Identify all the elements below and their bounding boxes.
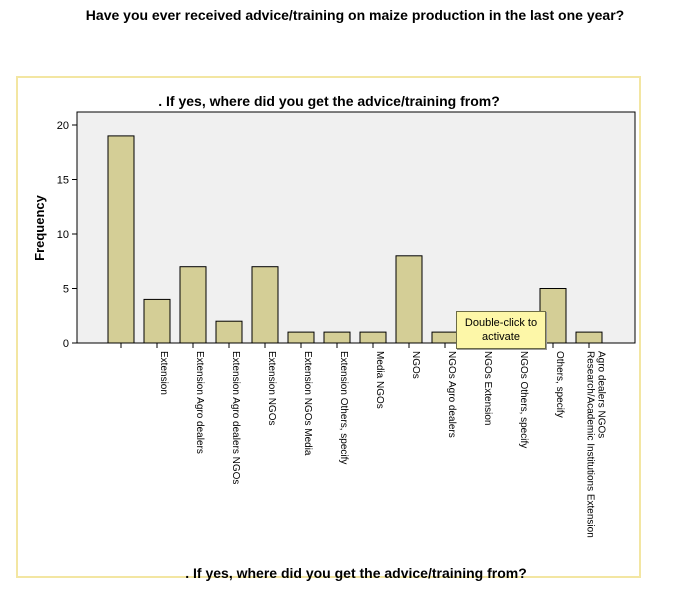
y-tick-label-4: 20	[57, 120, 69, 132]
chart-title: . If yes, where did you get the advice/t…	[158, 93, 500, 109]
bar-6	[323, 331, 351, 344]
x-tick-label-7: Media NGOs	[374, 351, 385, 409]
x-tick-label-13-0: Research/Academic Institutions Extension	[585, 351, 596, 538]
bar-9	[431, 331, 459, 344]
y-tick-label-1: 5	[63, 284, 69, 296]
page-title: Have you ever received advice/training o…	[85, 7, 625, 23]
x-tick-label-1: Extension	[158, 351, 169, 395]
x-tick-label-5: Extension NGOs Media	[302, 351, 313, 456]
bar-1	[143, 298, 171, 344]
y-axis-label: Frequency	[32, 194, 47, 261]
bar-0	[107, 135, 135, 344]
bar-5	[287, 331, 315, 344]
y-tick-label-0: 0	[63, 338, 69, 350]
x-tick-label-2: Extension Agro dealers	[194, 351, 205, 454]
activation-tooltip[interactable]: Double-click to activate	[456, 311, 546, 349]
x-tick-label-4: Extension NGOs	[266, 351, 277, 425]
bar-2	[179, 266, 207, 344]
tooltip-line-2: activate	[482, 331, 520, 343]
x-tick-label-6: Extension Others, specify	[338, 351, 349, 464]
bar-8	[395, 255, 423, 344]
x-tick-label-3: Extension Agro dealers NGOs	[230, 351, 241, 484]
x-tick-label-10: NGOs Extension	[482, 351, 493, 425]
x-axis-label: . If yes, where did you get the advice/t…	[185, 565, 527, 581]
bar-4	[251, 266, 279, 344]
x-tick-label-9: NGOs Agro dealers	[446, 351, 457, 438]
x-tick-label-8: NGOs	[410, 351, 421, 379]
y-tick-label-3: 15	[57, 175, 69, 187]
y-tick-label-2: 10	[57, 229, 69, 241]
x-tick-label-13-1: Agro dealers NGOs	[596, 351, 607, 438]
tooltip-line-1: Double-click to	[464, 317, 538, 329]
x-tick-label-11: NGOs Others, specify	[518, 351, 529, 448]
bar-3	[215, 320, 243, 344]
bar-7	[359, 331, 387, 344]
y-axis: 0 5 10 15 20	[57, 120, 77, 350]
bar-13	[575, 331, 603, 344]
x-tick-labels: Extension Extension Agro dealers Extension…	[120, 343, 607, 538]
x-tick-label-12: Others, specify	[554, 351, 565, 418]
